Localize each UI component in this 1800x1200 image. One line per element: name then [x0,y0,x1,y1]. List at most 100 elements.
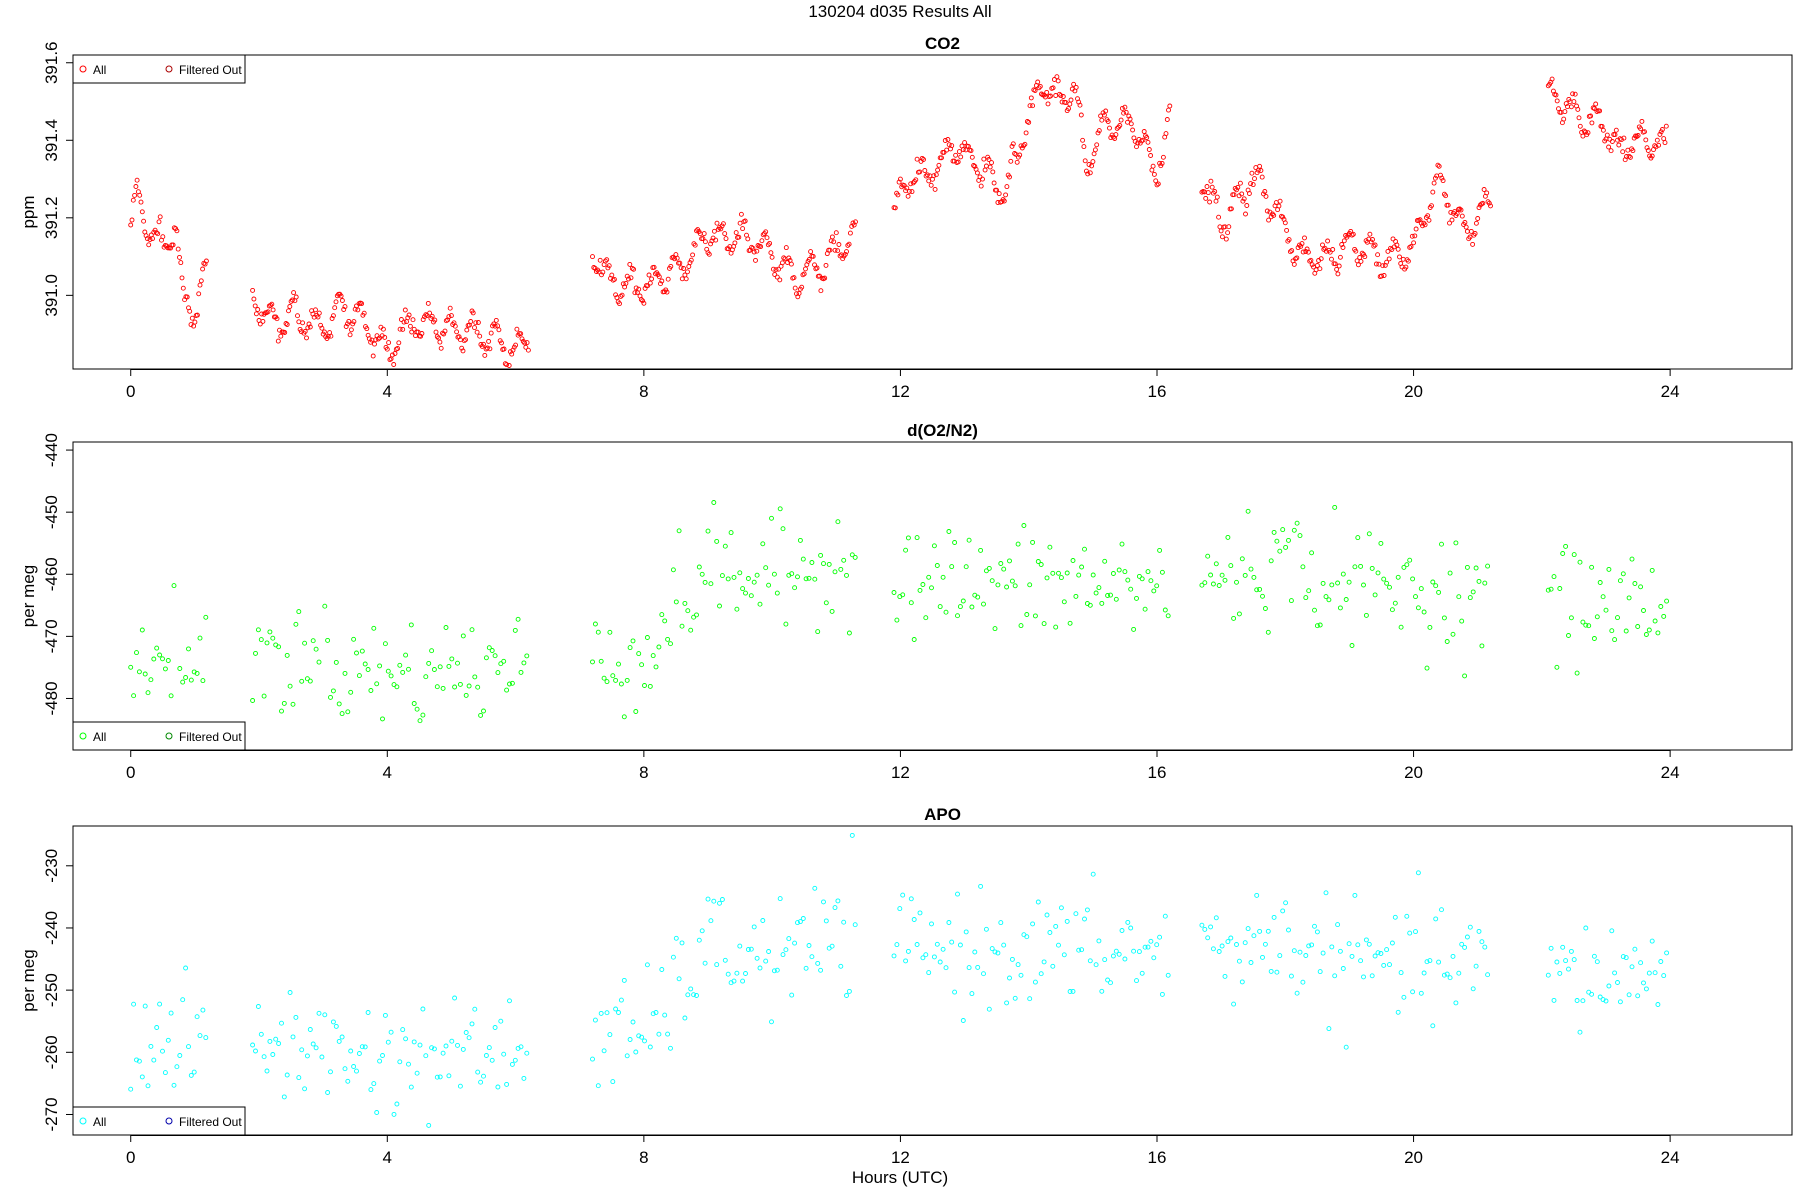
data-point [411,326,417,332]
data-point [1583,129,1588,135]
data-point [1268,558,1274,564]
data-point [797,919,803,925]
data-point [194,670,200,676]
data-point [385,1039,391,1045]
data-point [936,162,942,168]
data-point [522,340,528,346]
data-point [1087,170,1093,176]
data-point [627,1037,633,1042]
data-point [1470,986,1476,992]
data-point [341,307,347,312]
data-point [1661,973,1667,979]
data-point [1340,571,1346,577]
data-point [1254,892,1260,898]
data-point [507,998,512,1004]
data-point [406,312,412,318]
data-point [607,1032,613,1038]
data-point [818,967,824,973]
data-point [980,176,985,182]
data-point [1620,954,1626,960]
data-point [733,230,739,236]
data-point [1004,584,1010,590]
data-point [258,1031,264,1037]
data-point [685,992,691,998]
data-point [1268,214,1274,220]
data-point [1151,955,1157,961]
data-point [662,618,668,624]
data-point [708,918,714,924]
data-point [1334,266,1340,272]
data-point [330,1019,336,1025]
data-point [1424,665,1430,671]
data-point [1395,574,1401,580]
data-point [461,338,467,344]
data-point [1080,137,1086,143]
data-point [1646,970,1652,976]
legend-marker [79,65,87,73]
data-point [339,298,345,303]
data-point [302,1086,308,1092]
data-point [518,669,524,675]
data-point [359,648,365,654]
data-point [495,1084,501,1090]
data-point [1392,914,1398,920]
data-point [1222,973,1228,979]
data-point [134,177,140,183]
data-point [688,627,694,633]
data-point [184,294,190,300]
data-point [1070,988,1076,994]
data-point [1023,130,1029,136]
y-tick-label: -250 [42,973,61,1007]
data-point [610,1079,616,1085]
data-point [1283,544,1289,550]
data-point [144,236,150,242]
data-point [296,1075,302,1081]
data-point [524,340,530,346]
data-point [319,1054,325,1060]
data-point [187,308,193,314]
y-axis-label: per meg [19,565,38,627]
data-point [495,323,501,329]
data-point [641,300,647,306]
data-point [679,940,685,946]
data-point [1652,618,1658,624]
data-point [1050,570,1056,576]
data-point [665,636,671,642]
y-tick-label: -230 [42,849,61,883]
data-point [162,666,168,672]
data-point [913,177,919,183]
data-point [345,709,351,715]
data-point [1563,543,1569,549]
data-point [1131,948,1137,954]
data-point [1214,194,1220,200]
data-point [1415,605,1421,611]
data-point [682,600,688,606]
data-point [1553,92,1559,98]
data-point [969,154,975,160]
legend-marker [165,732,173,740]
data-point [595,1083,601,1089]
data-point [330,313,336,319]
data-point [653,664,659,670]
data-point [1291,527,1297,533]
data-point [177,254,182,260]
data-point [702,239,708,245]
data-point [1262,941,1268,947]
data-point [632,290,638,296]
data-point [644,635,650,640]
data-point [783,621,789,627]
data-point [714,962,720,968]
data-point [1618,137,1624,143]
data-point [1236,611,1242,617]
data-point [1021,523,1027,528]
data-point [509,1061,515,1067]
data-point [1079,947,1085,953]
data-point [1248,181,1254,187]
data-point [330,688,336,694]
data-point [1609,139,1615,144]
data-point [696,564,702,570]
data-point [515,616,521,622]
data-point [827,247,833,253]
data-point [1244,203,1250,208]
